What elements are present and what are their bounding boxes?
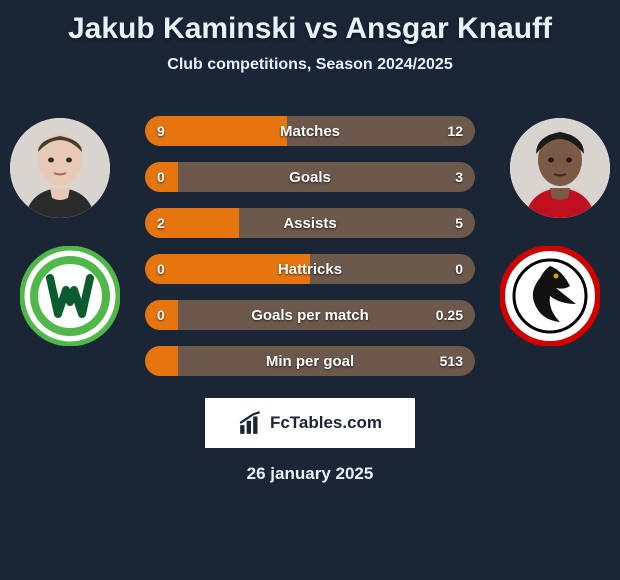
player-right-avatar (510, 118, 610, 218)
page-title: Jakub Kaminski vs Ansgar Knauff (0, 8, 620, 56)
subtitle: Club competitions, Season 2024/2025 (0, 56, 620, 74)
stat-row: 00Hattricks (145, 254, 475, 284)
comparison-area: 912Matches 03Goals 25Assists 00Hattricks 00.… (0, 108, 620, 376)
stat-row: 00.25Goals per match (145, 300, 475, 330)
stat-label: Assists (145, 208, 475, 238)
stat-row: 25Assists (145, 208, 475, 238)
stat-label: Goals (145, 162, 475, 192)
stat-label: Matches (145, 116, 475, 146)
stat-row: 03Goals (145, 162, 475, 192)
stat-row: 912Matches (145, 116, 475, 146)
date-text: 26 january 2025 (0, 464, 620, 484)
stat-label: Min per goal (145, 346, 475, 376)
footer-brand-text: FcTables.com (270, 413, 382, 433)
player-left-avatar (10, 118, 110, 218)
stat-bars: 912Matches 03Goals 25Assists 00Hattricks 00.… (145, 108, 475, 376)
club-right-logo (500, 246, 600, 346)
club-left-logo (20, 246, 120, 346)
stat-label: Goals per match (145, 300, 475, 330)
stat-label: Hattricks (145, 254, 475, 284)
chart-icon (238, 410, 264, 436)
footer-brand-badge: FcTables.com (205, 398, 415, 448)
stat-row: 513Min per goal (145, 346, 475, 376)
